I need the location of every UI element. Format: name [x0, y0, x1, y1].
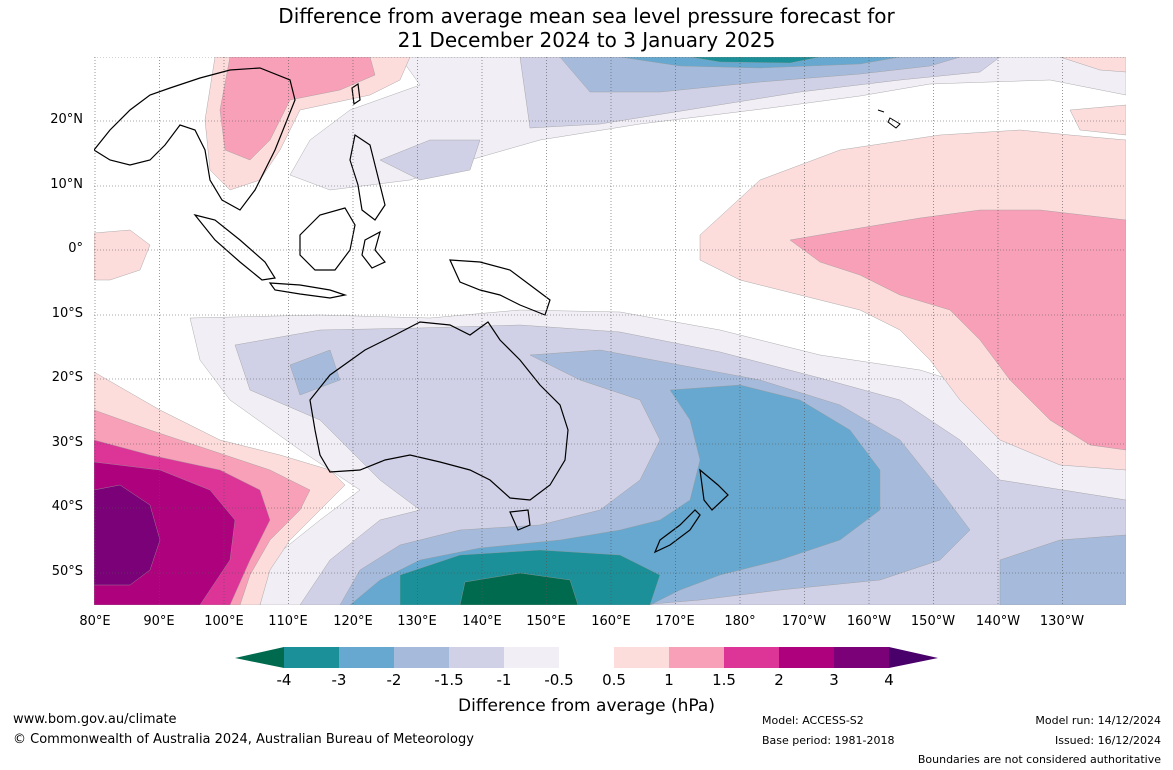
- hawaii-outline: [877, 109, 901, 129]
- lon-label-90e: 90°E: [143, 614, 175, 629]
- lon-label-150e: 150°E: [526, 614, 566, 629]
- colorbar: [235, 647, 938, 668]
- cb-seg-10: [779, 647, 834, 668]
- cb-seg-6: [559, 647, 614, 668]
- cb-label-p4: 4: [884, 671, 894, 689]
- new-zealand-outline: [653, 468, 729, 554]
- base-period-text: Base period: 1981-2018: [762, 734, 895, 747]
- map-plot-area: [94, 57, 1126, 605]
- lon-label-150w: 150°W: [910, 614, 956, 629]
- model-run-text: Model run: 14/12/2024: [1035, 714, 1161, 727]
- lon-label-160w: 160°W: [846, 614, 892, 629]
- lat-label-10s: 10°S: [51, 306, 83, 321]
- lon-label-100e: 100°E: [204, 614, 244, 629]
- cb-label-p2: 2: [774, 671, 784, 689]
- lon-label-80e: 80°E: [79, 614, 111, 629]
- title-line-1: Difference from average mean sea level p…: [278, 4, 895, 28]
- cb-seg-2: [339, 647, 394, 668]
- tasmania-outline: [509, 509, 531, 531]
- positive-anomaly-pacific: [94, 129, 1126, 471]
- lat-label-10n: 10°N: [50, 177, 83, 192]
- negative-anomaly-north: [289, 57, 1126, 191]
- negative-anomaly-south: [189, 309, 1126, 605]
- cb-seg-11: [834, 647, 889, 668]
- taiwan-outline: [351, 82, 361, 106]
- positive-anomaly-indian: [94, 371, 346, 605]
- cb-seg-8: [669, 647, 724, 668]
- cb-label-m4: -4: [276, 671, 292, 689]
- cb-seg-9: [724, 647, 779, 668]
- model-text: Model: ACCESS-S2: [762, 714, 864, 727]
- cb-label-m1: -1: [496, 671, 512, 689]
- cb-seg-5: [504, 647, 559, 668]
- lon-label-140w: 140°W: [975, 614, 1021, 629]
- website-link[interactable]: www.bom.gov.au/climate: [13, 712, 177, 727]
- australia-outline: [309, 321, 569, 501]
- colorbar-arrow-high: [889, 647, 938, 668]
- cb-label-m15: -1.5: [434, 671, 464, 689]
- lon-label-130e: 130°E: [397, 614, 437, 629]
- graticule: [94, 57, 1126, 605]
- issued-text: Issued: 16/12/2024: [1054, 734, 1161, 747]
- lon-label-110e: 110°E: [268, 614, 308, 629]
- lon-label-170w: 170°W: [781, 614, 827, 629]
- cb-label-m2: -2: [386, 671, 402, 689]
- lat-label-30s: 30°S: [51, 435, 83, 450]
- cb-seg-4: [449, 647, 504, 668]
- cb-seg-1: [284, 647, 339, 668]
- disclaimer-text: Boundaries are not considered authoritat…: [917, 753, 1161, 766]
- cb-label-p05: 0.5: [602, 671, 626, 689]
- philippines-outline: [349, 134, 386, 221]
- lon-label-180: 180°: [724, 614, 756, 629]
- cb-seg-3: [394, 647, 449, 668]
- asia-mainland-outline: [94, 67, 296, 211]
- title-line-2: 21 December 2024 to 3 January 2025: [397, 28, 776, 52]
- sulawesi-outline: [361, 230, 386, 269]
- lon-label-140e: 140°E: [462, 614, 502, 629]
- cb-label-p1: 1: [664, 671, 674, 689]
- java-outline: [268, 282, 348, 299]
- lat-label-20s: 20°S: [51, 370, 83, 385]
- lat-label-0: 0°: [68, 241, 83, 256]
- colorbar-arrow-low: [235, 647, 284, 668]
- lat-label-50s: 50°S: [51, 564, 83, 579]
- lon-label-120e: 120°E: [333, 614, 373, 629]
- lat-label-40s: 40°S: [51, 499, 83, 514]
- lat-label-20n: 20°N: [50, 112, 83, 127]
- lon-label-160e: 160°E: [591, 614, 631, 629]
- cb-label-p15: 1.5: [712, 671, 736, 689]
- cb-label-p3: 3: [829, 671, 839, 689]
- colorbar-title: Difference from average (hPa): [458, 696, 715, 716]
- cb-label-m05: -0.5: [544, 671, 574, 689]
- map-title: Difference from average mean sea level p…: [0, 4, 1173, 52]
- sumatra-outline: [193, 213, 276, 281]
- cb-label-m3: -3: [331, 671, 347, 689]
- cb-seg-7: [614, 647, 669, 668]
- copyright-text: © Commonwealth of Australia 2024, Austra…: [13, 732, 474, 747]
- lon-label-130w: 130°W: [1039, 614, 1085, 629]
- lon-label-170e: 170°E: [655, 614, 695, 629]
